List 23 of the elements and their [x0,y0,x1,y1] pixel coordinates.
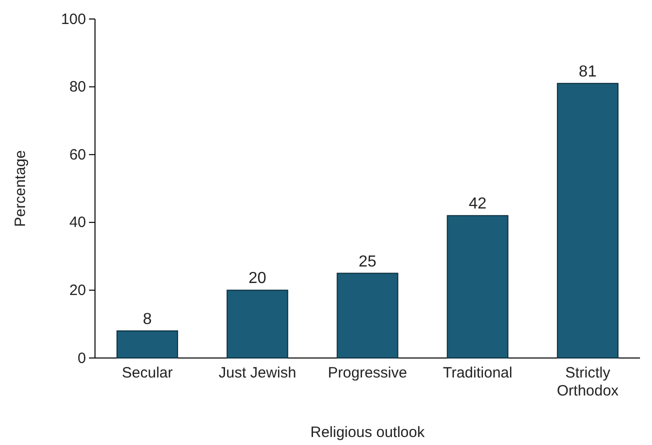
data-label: 25 [358,253,376,270]
data-label: 81 [578,63,597,80]
bar [336,272,398,358]
y-tick-label: 60 [69,146,86,164]
bar [446,215,508,358]
y-tick-label: 80 [69,78,86,96]
data-label: 20 [248,270,266,288]
x-tick-label: Traditional [442,364,512,382]
y-tick-label: 0 [78,350,86,367]
x-tick-label: Progressive [328,364,408,382]
x-tick-label: Just Jewish [218,364,296,382]
y-tick-label: 20 [69,282,86,299]
x-tick-label: Strictly Orthodox [556,364,620,400]
x-axis-title: Religious outlook [310,424,426,441]
x-tick-label: Secular [122,364,173,382]
bar [226,290,288,358]
y-tick-label: 40 [69,214,86,232]
data-label: 8 [142,310,152,328]
y-tick-label: 100 [60,10,86,28]
data-label: 42 [468,196,487,213]
y-axis-title: Percentage [12,150,29,227]
bar [116,330,178,358]
bar [556,82,618,358]
